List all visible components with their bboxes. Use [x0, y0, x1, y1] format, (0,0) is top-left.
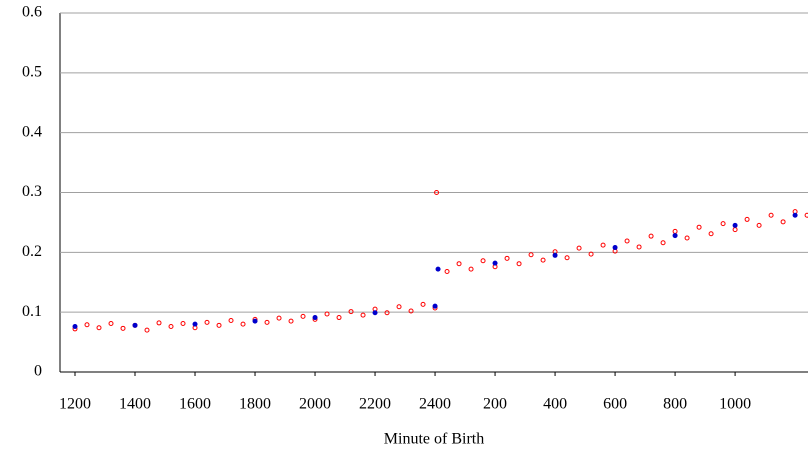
data-point [300, 313, 306, 319]
data-point [468, 266, 474, 272]
fit-point [792, 212, 798, 218]
data-point [696, 224, 702, 230]
data-point [216, 322, 222, 328]
y-tick-label: 0.2 [22, 243, 42, 260]
x-tick-label: 2000 [299, 396, 331, 413]
data-point [120, 325, 126, 331]
data-point [600, 242, 606, 248]
data-point [516, 261, 522, 267]
data-point [804, 212, 808, 218]
x-tick-label: 200 [483, 396, 507, 413]
data-point [648, 233, 654, 239]
data-point [660, 240, 666, 246]
data-point [744, 216, 750, 222]
data-point [528, 252, 534, 258]
data-point [108, 321, 114, 327]
y-tick-label: 0.1 [22, 303, 42, 320]
data-point [540, 257, 546, 263]
data-point [576, 245, 582, 251]
fit-point [492, 260, 498, 266]
x-tick-label: 1000 [719, 396, 751, 413]
y-tick-label: 0.3 [22, 183, 42, 200]
fit-point [372, 310, 378, 316]
fit-point [432, 303, 438, 309]
data-point [780, 219, 786, 225]
data-point [708, 231, 714, 237]
data-point [348, 309, 354, 315]
data-point [336, 315, 342, 321]
x-tick-label: 1200 [59, 396, 91, 413]
fit-point [252, 318, 258, 324]
data-point [276, 315, 282, 321]
x-tick-label: 2200 [359, 396, 391, 413]
data-point [756, 222, 762, 228]
data-point [434, 190, 440, 195]
y-tick-label: 0 [34, 363, 42, 380]
data-point [480, 258, 486, 264]
data-point [396, 304, 402, 310]
data-point [96, 325, 102, 331]
data-point [180, 321, 186, 327]
data-point [720, 221, 726, 227]
x-tick-label: 1400 [119, 396, 151, 413]
fit-point [192, 321, 198, 327]
x-tick-label: 800 [663, 396, 687, 413]
x-tick-label: 400 [543, 396, 567, 413]
fit-point [552, 252, 558, 258]
fit-point [732, 222, 738, 228]
data-point [324, 311, 330, 317]
data-point [204, 319, 210, 325]
fit-point [132, 322, 138, 328]
y-tick-label: 0.4 [22, 123, 42, 140]
fit-point [72, 324, 78, 330]
data-point [768, 212, 774, 218]
data-point [408, 308, 414, 314]
x-tick-label: 600 [603, 396, 627, 413]
data-point [504, 255, 510, 261]
data-point [588, 251, 594, 257]
data-point [84, 322, 90, 328]
data-point [684, 235, 690, 241]
data-point [624, 238, 630, 244]
data-point [456, 261, 462, 267]
data-point [144, 327, 150, 333]
data-point [360, 312, 366, 318]
data-point [288, 318, 294, 324]
x-tick-label: 2400 [419, 396, 451, 413]
fit-point [312, 315, 318, 321]
data-point [228, 318, 234, 324]
data-point [420, 301, 426, 307]
data-point [240, 321, 246, 327]
data-point [156, 320, 162, 326]
x-axis-title: Minute of Birth [384, 431, 484, 448]
data-point [564, 255, 570, 261]
data-point [384, 310, 390, 316]
x-tick-label: 1800 [239, 396, 271, 413]
fit-point [435, 266, 441, 272]
fit-point [672, 233, 678, 239]
data-point [636, 244, 642, 250]
x-tick-label: 1600 [179, 396, 211, 413]
data-point [168, 324, 174, 330]
data-point [264, 319, 270, 325]
fit-point [612, 245, 618, 251]
y-tick-label: 0.6 [22, 4, 42, 21]
y-tick-label: 0.5 [22, 64, 42, 81]
data-point [444, 268, 450, 274]
